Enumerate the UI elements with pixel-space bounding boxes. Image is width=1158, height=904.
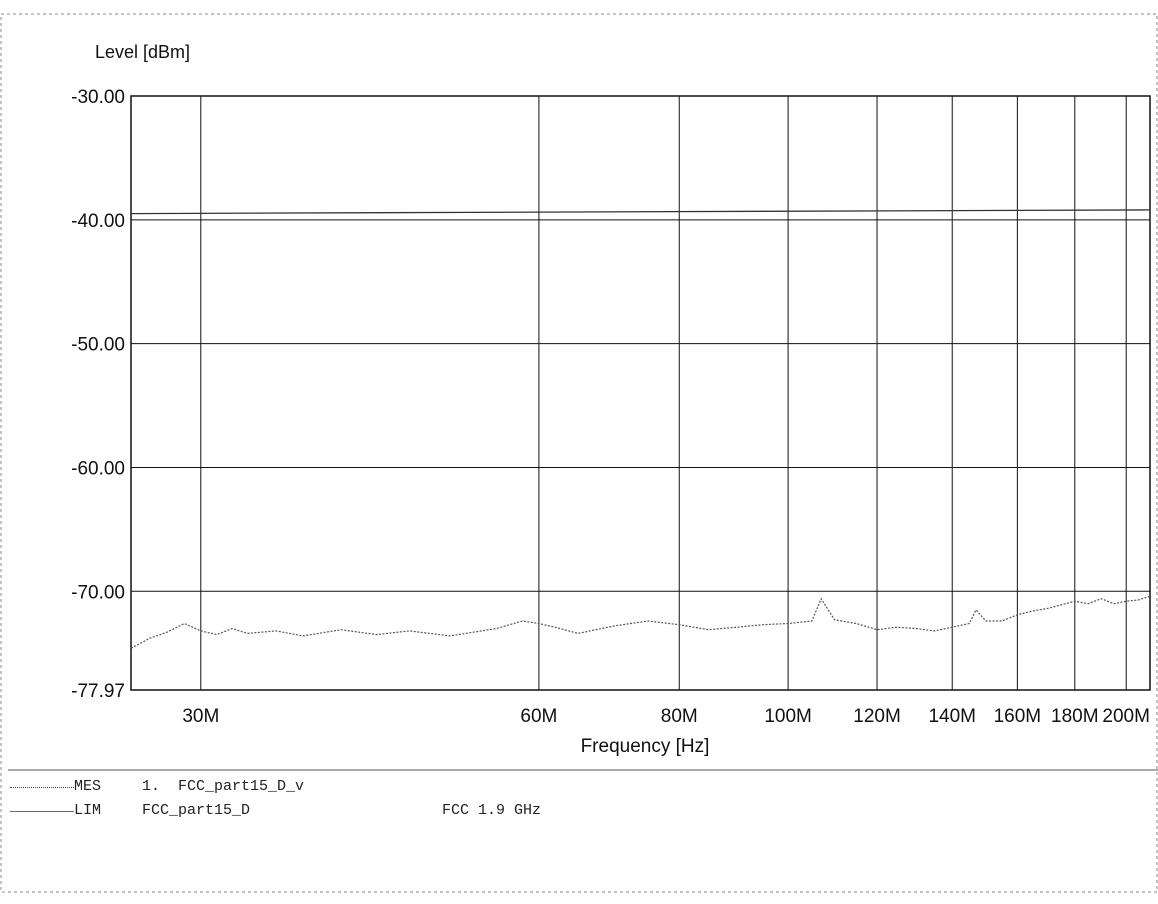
y-tick-label: -40.00 — [71, 211, 125, 232]
legend-name-mes: 1. FCC_part15_D_v — [142, 778, 305, 795]
x-tick-label: 100M — [764, 706, 812, 727]
x-tick-label: 200M — [1102, 706, 1150, 727]
series-line-mes — [130, 595, 1151, 649]
x-tick-label: 60M — [520, 706, 557, 727]
legend-swatch-mes — [10, 787, 74, 788]
legend: MES 1. FCC_part15_D_v LIM FCC_part15_D F… — [10, 778, 541, 826]
legend-code-lim: LIM — [74, 802, 102, 819]
y-tick-label: -77.97 — [71, 681, 125, 702]
legend-code-mes: MES — [74, 778, 102, 795]
x-tick-label: 140M — [928, 706, 976, 727]
x-tick-label: 30M — [182, 706, 219, 727]
legend-row-lim: LIM FCC_part15_D FCC 1.9 GHz — [10, 802, 541, 826]
y-axis-label: Level [dBm] — [95, 42, 190, 62]
x-tick-label: 180M — [1051, 706, 1099, 727]
x-tick-label: 80M — [661, 706, 698, 727]
plot-area-border — [130, 95, 1151, 691]
outer-border — [0, 13, 1158, 893]
y-tick-label: -60.00 — [71, 458, 125, 479]
grid — [131, 96, 1150, 690]
y-tick-label: -70.00 — [71, 582, 125, 603]
x-tick-label: 120M — [853, 706, 901, 727]
series-group — [130, 209, 1151, 649]
legend-row-mes: MES 1. FCC_part15_D_v — [10, 778, 304, 802]
legend-name-lim: FCC_part15_D — [142, 802, 251, 819]
y-tick-label: -50.00 — [71, 335, 125, 356]
series-line-lim — [130, 209, 1151, 215]
legend-extra-lim: FCC 1.9 GHz — [442, 802, 542, 819]
x-tick-labels: 30M 60M 80M 100M 120M 140M 160M 180M 200M — [182, 706, 1150, 727]
y-tick-labels: -30.00 -40.00 -50.00 -60.00 -70.00 -77.97 — [71, 87, 125, 702]
legend-swatch-lim — [10, 811, 74, 812]
y-tick-label: -30.00 — [71, 87, 125, 108]
x-axis-label: Frequency [Hz] — [581, 736, 710, 757]
x-tick-label: 160M — [994, 706, 1042, 727]
